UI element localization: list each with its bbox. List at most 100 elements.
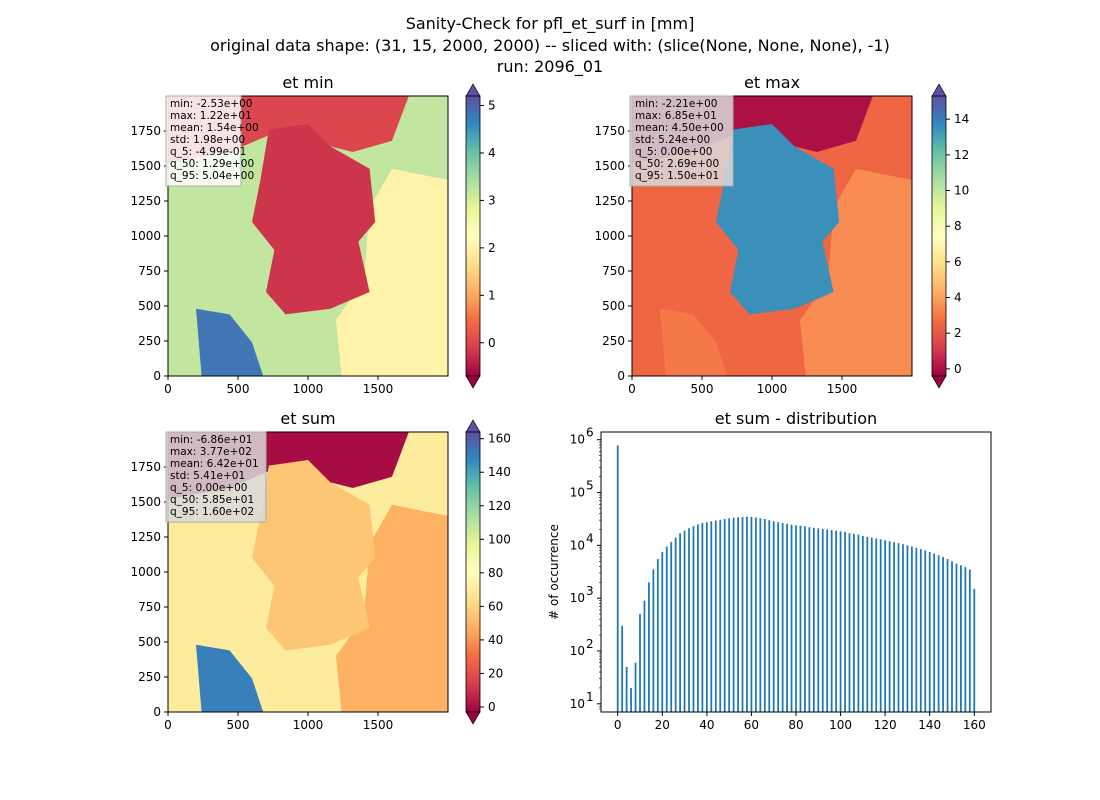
stats-box-background [165, 95, 242, 187]
histogram-bar [790, 524, 793, 712]
colorbar-tick-label: 3 [488, 193, 496, 207]
stat-std-value: 1.98e+00 [193, 134, 245, 146]
stat-label: q_5: [635, 146, 660, 158]
y-tick-label: 500 [602, 299, 625, 313]
y-axis-label: # of occurrence [547, 524, 561, 620]
y-tick-label: 10 [570, 591, 585, 605]
histogram-bar [674, 537, 677, 712]
panel-title: et max [744, 73, 800, 92]
panel-et-min: et min 0 500 1000 1500025050075010001250150… [130, 73, 495, 396]
germany-region [252, 124, 376, 315]
colorbar-frame [931, 95, 947, 377]
histogram-bar [955, 563, 958, 712]
histogram-bar [777, 522, 780, 712]
histogram-bar [750, 516, 753, 712]
histogram-bar [768, 520, 771, 712]
x-tick-label: 0 [628, 382, 636, 396]
y-tick-label: 1500 [594, 159, 625, 173]
stat-q5-value: -4.99e-01 [195, 146, 246, 158]
histogram-bar [853, 533, 855, 712]
histogram-bar [746, 516, 748, 712]
histogram-bar [625, 666, 628, 712]
land-east-region [336, 168, 448, 376]
histogram-bar [951, 561, 953, 712]
histogram-bar [728, 518, 731, 712]
histogram-bar [919, 549, 922, 712]
stats-box: min: -2.21e+00 max: 6.85e+01 mean: 4.50e… [629, 95, 734, 187]
svg-text:min: -2.21e+00: min: -2.21e+00 [635, 98, 717, 110]
svg-text:q_5: 0.00e+00: q_5: 0.00e+00 [635, 146, 712, 158]
histogram-bar [679, 533, 681, 712]
histogram-bar [826, 529, 829, 712]
sea-south-region [660, 308, 728, 376]
y-tick-label: 1250 [130, 530, 161, 544]
colorbar-frame [465, 95, 481, 377]
x-tick-label: 20 [655, 718, 670, 732]
histogram-bar [861, 536, 864, 712]
y-tick-label: 10 [570, 644, 585, 658]
histogram-bar [902, 544, 904, 712]
x-tick-label: 1000 [293, 382, 324, 396]
y-tick-label: 1250 [130, 194, 161, 208]
stat-label: q_50: [170, 158, 202, 170]
histogram-bar [893, 542, 895, 712]
stat-label: min: [170, 98, 197, 110]
histogram-bar [844, 531, 846, 712]
histogram-bar [648, 582, 650, 712]
figure-title-line-3: run: 2096_01 [497, 57, 603, 77]
histogram-bar [835, 530, 837, 712]
svg-text:q_5: 0.00e+00: q_5: 0.00e+00 [170, 482, 247, 494]
histogram-bar [665, 546, 668, 712]
x-tick-label: 120 [874, 718, 897, 732]
colorbar-tick-label: 4 [488, 146, 496, 160]
svg-text:std: 5.41e+01: std: 5.41e+01 [170, 470, 245, 482]
histogram-bar [688, 528, 690, 712]
y-tick-label: 750 [138, 600, 161, 614]
sea-south-region [196, 308, 264, 376]
histogram-bar [964, 566, 967, 712]
colorbar-tick-label: 1 [488, 288, 496, 302]
stat-mean-value: 6.42e+01 [207, 458, 259, 470]
colorbar: 0 20 40 60 80 100 120 140 160 [465, 419, 511, 725]
figure-title-line-1: Sanity-Check for pfl_et_surf in [mm] [406, 14, 695, 34]
y-tick-label: 1750 [130, 124, 161, 138]
y-tick-label: 1750 [130, 460, 161, 474]
svg-text:max: 6.85e+01: max: 6.85e+01 [635, 110, 717, 122]
x-tick-label: 0 [164, 382, 172, 396]
y-tick-label: 10 [570, 433, 585, 447]
histogram-bar [879, 539, 882, 712]
stat-label: std: [635, 134, 658, 146]
histogram-bar [812, 527, 815, 712]
y-tick-exponent: 6 [586, 426, 594, 440]
stat-label: q_95: [635, 170, 667, 182]
land-east-region [800, 168, 912, 376]
colorbar-tick-label: 120 [488, 499, 511, 513]
svg-text:max: 3.77e+02: max: 3.77e+02 [170, 446, 252, 458]
x-tick-label: 80 [788, 718, 803, 732]
stat-min-value: -2.53e+00 [197, 98, 253, 110]
stat-label: q_50: [635, 158, 667, 170]
x-tick-label: 1500 [363, 718, 394, 732]
histogram-bar [888, 541, 891, 712]
stat-std-value: 5.24e+00 [658, 134, 710, 146]
histogram-bar [741, 516, 744, 712]
y-tick-label: 1000 [130, 565, 161, 579]
histogram-bar [937, 555, 940, 712]
colorbar-tick-label: 60 [488, 599, 503, 613]
colorbar-gradient [466, 96, 480, 376]
colorbar: 0 1 2 3 4 5 [465, 83, 496, 389]
stat-q50-value: 5.85e+01 [202, 494, 254, 506]
x-tick-label: 60 [744, 718, 759, 732]
panel-et-max: et max 0 500 1000 1500 0 250 500 750 1000 1250 150… [594, 73, 969, 396]
y-tick-label: 1000 [130, 229, 161, 243]
y-tick-label: 750 [138, 264, 161, 278]
histogram-bar [804, 526, 806, 712]
histogram-bar [848, 533, 851, 712]
stat-label: min: [635, 98, 662, 110]
y-tick-label: 1500 [130, 495, 161, 509]
stat-label: max: [170, 110, 200, 122]
y-tick-label: 250 [602, 334, 625, 348]
y-tick-label: 10 [570, 538, 585, 552]
stat-label: min: [170, 434, 197, 446]
